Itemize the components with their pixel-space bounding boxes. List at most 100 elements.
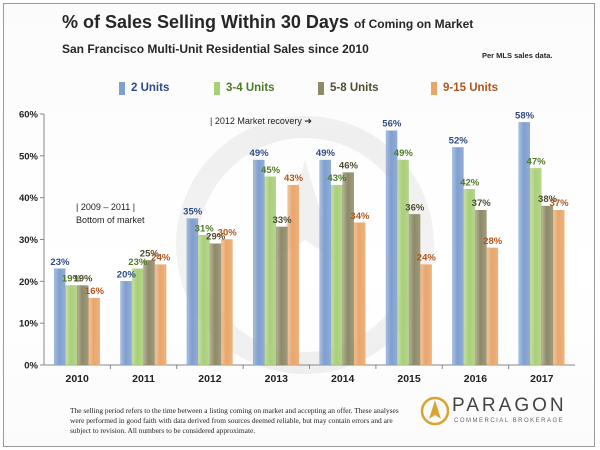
paragon-logo-tagline: COMMERCIAL BROKERAGE (454, 418, 565, 424)
annotation-bottom-of-market-line2: Bottom of market (76, 215, 145, 225)
bar-2015-2-units (385, 130, 398, 366)
x-tick-label: 2010 (66, 373, 90, 385)
data-label: 56% (382, 119, 402, 130)
data-label: 43% (327, 173, 347, 184)
bar-2012-5-8-units (209, 243, 222, 366)
x-tick-label: 2011 (132, 373, 155, 385)
bar-2011-2-units (120, 281, 132, 366)
legend-label-2-units: 2 Units (131, 82, 170, 94)
x-tick-label: 2016 (464, 373, 488, 385)
chart-title-suffix: of Coming on Market (353, 17, 474, 31)
data-label: 25% (140, 248, 160, 259)
bar-2017-9-15-units (553, 210, 565, 366)
bar-2010-2-units (53, 268, 66, 366)
bar-2013-5-8-units (276, 226, 288, 366)
data-label: 43% (284, 173, 304, 184)
paragon-logo-icon (420, 396, 450, 426)
data-label: 38% (538, 194, 558, 205)
annotation-market-recovery: | 2012 Market recovery ➔ (210, 116, 312, 126)
x-tick-label: 2013 (265, 373, 289, 385)
data-label: 49% (316, 148, 336, 159)
annotation-bottom-of-market-line1: | 2009 – 2011 | (76, 202, 135, 212)
bar-2015-9-15-units (420, 264, 432, 366)
data-label: 30% (218, 228, 238, 239)
chart-subtitle: San Francisco Multi-Unit Residential Sal… (62, 42, 369, 56)
data-label: 46% (339, 161, 359, 172)
legend-label-5-8-units: 5-8 Units (330, 82, 379, 94)
y-tick-label: 20% (19, 277, 39, 288)
bar-2013-3-4-units (264, 176, 277, 366)
bar-2012-2-units (186, 218, 199, 366)
bar-2015-3-4-units (397, 159, 409, 366)
data-label: 34% (350, 211, 370, 222)
legend-swatch-2-units (119, 81, 125, 95)
data-label: 47% (527, 156, 547, 167)
bar-2016-9-15-units (486, 247, 499, 366)
legend-label-9-15-units: 9-15 Units (443, 82, 498, 94)
legend-item-5-8-units: 5-8 Units (318, 80, 379, 96)
bar-2010-9-15-units (88, 297, 100, 366)
data-label: 42% (460, 177, 480, 188)
data-label: 49% (394, 148, 414, 159)
data-label: 20% (117, 269, 137, 280)
bar-2017-2-units (518, 122, 531, 366)
x-tick-label: 2015 (397, 373, 421, 385)
legend-item-9-15-units: 9-15 Units (431, 80, 498, 96)
bar-2017-3-4-units (530, 168, 542, 366)
data-label: 16% (85, 286, 105, 297)
source-note: Per MLS sales data. (482, 51, 553, 60)
bar-2017-5-8-units (541, 205, 554, 366)
x-tick-label: 2012 (198, 373, 222, 385)
bar-2010-3-4-units (65, 285, 77, 366)
data-label: 52% (449, 135, 469, 146)
bar-2014-2-units (319, 159, 331, 366)
data-label: 33% (273, 215, 293, 226)
data-label: 31% (195, 223, 215, 234)
legend-item-2-units: 2 Units (119, 80, 169, 96)
data-label: 28% (483, 236, 503, 247)
bar-2014-3-4-units (330, 184, 343, 366)
data-label: 36% (405, 202, 425, 213)
y-tick-label: 40% (19, 193, 39, 204)
y-tick-label: 0% (24, 361, 38, 372)
data-label: 23% (50, 257, 70, 268)
legend-item-3-4-units: 3-4 Units (214, 80, 275, 96)
data-label: 49% (250, 148, 270, 159)
legend-swatch-3-4-units (214, 81, 220, 95)
bar-2016-5-8-units (475, 210, 487, 366)
paragon-logo-name: PARAGON (452, 395, 567, 416)
chart-title-text: % of Sales Selling Within 30 Days (62, 12, 349, 32)
legend-label-3-4-units: 3-4 Units (226, 82, 275, 94)
bar-2013-2-units (253, 159, 265, 366)
chart-title: % of Sales Selling Within 30 Days of Com… (62, 12, 473, 33)
y-tick-label: 60% (19, 110, 39, 121)
y-tick-label: 50% (19, 151, 39, 162)
data-label: 24% (151, 253, 171, 264)
data-label: 29% (206, 232, 226, 243)
data-label: 19% (73, 274, 93, 285)
y-tick-label: 10% (19, 319, 39, 330)
data-label: 45% (261, 165, 281, 176)
bar-2015-5-8-units (408, 214, 421, 366)
data-label: 24% (417, 253, 437, 264)
data-label: 37% (472, 198, 492, 209)
y-tick-label: 30% (19, 235, 39, 246)
bar-2016-2-units (452, 147, 464, 366)
bar-2011-3-4-units (131, 268, 144, 366)
x-tick-label: 2014 (331, 373, 355, 385)
bar-2014-9-15-units (353, 222, 366, 366)
data-label: 23% (128, 257, 148, 268)
bar-2013-9-15-units (287, 184, 300, 366)
data-label: 37% (550, 198, 570, 209)
bar-2011-9-15-units (154, 264, 167, 366)
data-label: 19% (62, 274, 82, 285)
bar-2010-5-8-units (76, 285, 89, 366)
data-label: 35% (183, 207, 203, 218)
x-tick-label: 2017 (530, 373, 554, 385)
legend-swatch-5-8-units (318, 81, 324, 95)
disclaimer-text: The selling period refers to the time be… (70, 406, 399, 435)
bar-2011-5-8-units (143, 260, 155, 366)
data-label: 58% (515, 110, 535, 121)
bar-2012-3-4-units (198, 235, 210, 366)
